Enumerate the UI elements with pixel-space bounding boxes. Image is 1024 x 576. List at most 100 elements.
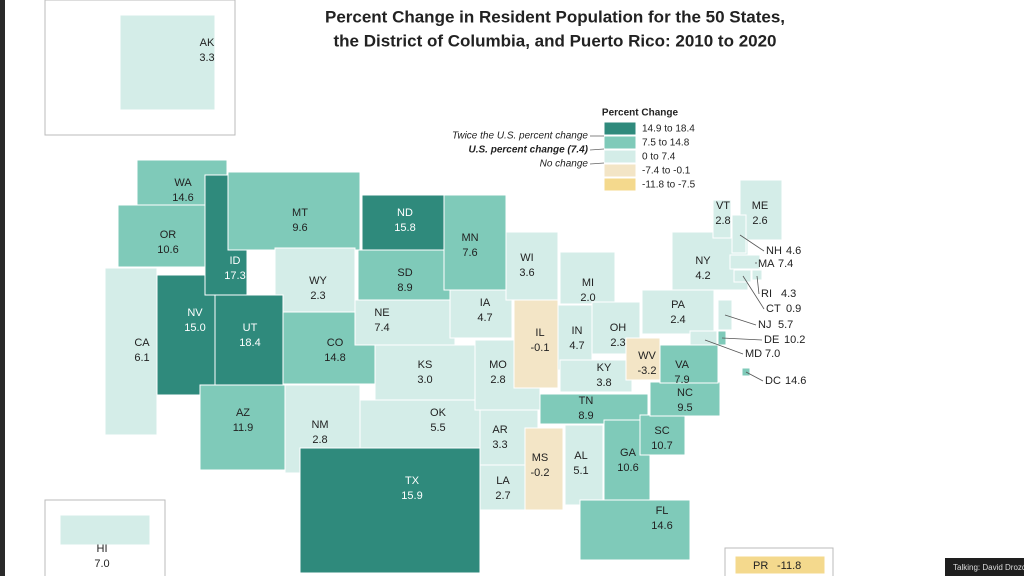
leader-line xyxy=(704,339,744,355)
state xyxy=(751,269,763,281)
state-value: 3.8 xyxy=(596,377,611,389)
state-abbr: TN xyxy=(579,395,594,407)
legend-label: 14.9 to 18.4 xyxy=(642,124,695,135)
state-value: 10.2 xyxy=(784,334,805,346)
state-value: 17.3 xyxy=(224,270,245,282)
state-value: 2.8 xyxy=(490,374,505,386)
state-value: 14.6 xyxy=(785,375,806,387)
state-abbr: MD xyxy=(745,348,762,360)
state-value: 11.9 xyxy=(233,422,254,434)
state-value: 4.3 xyxy=(781,288,796,300)
state xyxy=(733,269,752,283)
state-abbr: IL xyxy=(535,327,544,339)
state xyxy=(559,359,633,393)
state-value: 4.6 xyxy=(786,245,801,257)
state-value: 8.9 xyxy=(397,282,412,294)
state-value: 14.6 xyxy=(651,520,672,532)
state-abbr: KY xyxy=(597,362,612,374)
state-abbr: DC xyxy=(765,375,781,387)
state-value: 2.8 xyxy=(312,434,327,446)
state-value: 0.9 xyxy=(786,303,801,315)
state-abbr: MS xyxy=(532,452,549,464)
state xyxy=(443,194,507,291)
state-abbr: UT xyxy=(243,322,258,334)
state-abbr: AZ xyxy=(236,407,250,419)
state-abbr: PA xyxy=(671,299,686,311)
state-abbr: SD xyxy=(397,267,412,279)
state xyxy=(731,214,747,254)
state-abbr: HI xyxy=(97,543,108,555)
state-abbr: NV xyxy=(187,307,203,319)
state-value: 9.5 xyxy=(677,402,692,414)
legend-label: -11.8 to -7.5 xyxy=(642,180,696,191)
labels: AK 3.3 WA 14.6 OR 10.6 CA 6.1 NV 15.0 ID 17.3 MT 9.6 W… xyxy=(94,37,806,572)
state-abbr: NY xyxy=(695,255,711,267)
state xyxy=(449,289,513,339)
state-abbr: FL xyxy=(656,505,669,517)
state-value: 9.6 xyxy=(292,222,307,234)
legend-annotation: Twice the U.S. percent change xyxy=(452,131,588,142)
state-abbr: MA xyxy=(758,258,775,270)
state-abbr: OK xyxy=(430,407,447,419)
state xyxy=(359,399,481,449)
state-abbr: OR xyxy=(160,229,177,241)
state-abbr: NJ xyxy=(758,319,771,331)
state xyxy=(354,299,456,346)
legend-swatch xyxy=(603,163,637,178)
state-abbr: WV xyxy=(638,350,656,362)
legend-swatch xyxy=(603,135,637,150)
state-abbr: NC xyxy=(677,387,693,399)
state-abbr: NE xyxy=(374,307,389,319)
pr-inset xyxy=(724,547,834,576)
state xyxy=(361,194,445,251)
speaker-text: Talking: David Drozd xyxy=(953,563,1024,572)
state-value: 2.3 xyxy=(310,290,325,302)
state-value: 4.7 xyxy=(477,312,492,324)
state-value: 5.1 xyxy=(573,465,588,477)
state-value: 5.5 xyxy=(430,422,445,434)
state-value: 3.6 xyxy=(519,267,534,279)
legend: 14.9 to 18.4 7.5 to 14.8 0 to 7.4 -7.4 to -… xyxy=(452,121,696,192)
state-abbr: MI xyxy=(582,277,594,289)
state-abbr: PR xyxy=(753,560,768,572)
state xyxy=(119,14,216,111)
state xyxy=(513,299,559,389)
state-abbr: RI xyxy=(761,288,772,300)
state-abbr: ME xyxy=(752,200,769,212)
state xyxy=(641,289,715,335)
state-abbr: MO xyxy=(489,359,507,371)
state-value: 4.2 xyxy=(695,270,710,282)
state-abbr: SC xyxy=(654,425,669,437)
state-value: 7.0 xyxy=(94,558,109,570)
state xyxy=(117,204,219,268)
legend-swatch xyxy=(603,121,637,136)
state xyxy=(579,499,691,561)
state xyxy=(557,304,593,371)
state-abbr: ND xyxy=(397,207,413,219)
state xyxy=(505,231,559,301)
state xyxy=(564,424,604,506)
state-abbr: NM xyxy=(311,419,328,431)
state-abbr: VT xyxy=(716,200,730,212)
state-value: 14.6 xyxy=(172,192,193,204)
state-value: 18.4 xyxy=(239,337,260,349)
state-value: 7.0 xyxy=(765,348,780,360)
state-value: 10.7 xyxy=(651,440,672,452)
state-abbr: CO xyxy=(327,337,344,349)
state-abbr: GA xyxy=(620,447,637,459)
state-value: 6.1 xyxy=(134,352,149,364)
state-value: 15.9 xyxy=(401,490,422,502)
state-value: 3.0 xyxy=(417,374,432,386)
legend-annotation: No change xyxy=(540,159,589,170)
state-value: 14.8 xyxy=(324,352,345,364)
leader-line xyxy=(742,275,765,310)
state-value: 10.6 xyxy=(157,244,178,256)
alaska-inset xyxy=(44,0,236,136)
states xyxy=(59,14,826,575)
leader-line xyxy=(724,314,757,326)
state xyxy=(729,254,761,270)
state-value: -11.8 xyxy=(777,560,801,572)
legend-title: Percent Change xyxy=(602,108,679,119)
state-abbr: LA xyxy=(496,475,510,487)
